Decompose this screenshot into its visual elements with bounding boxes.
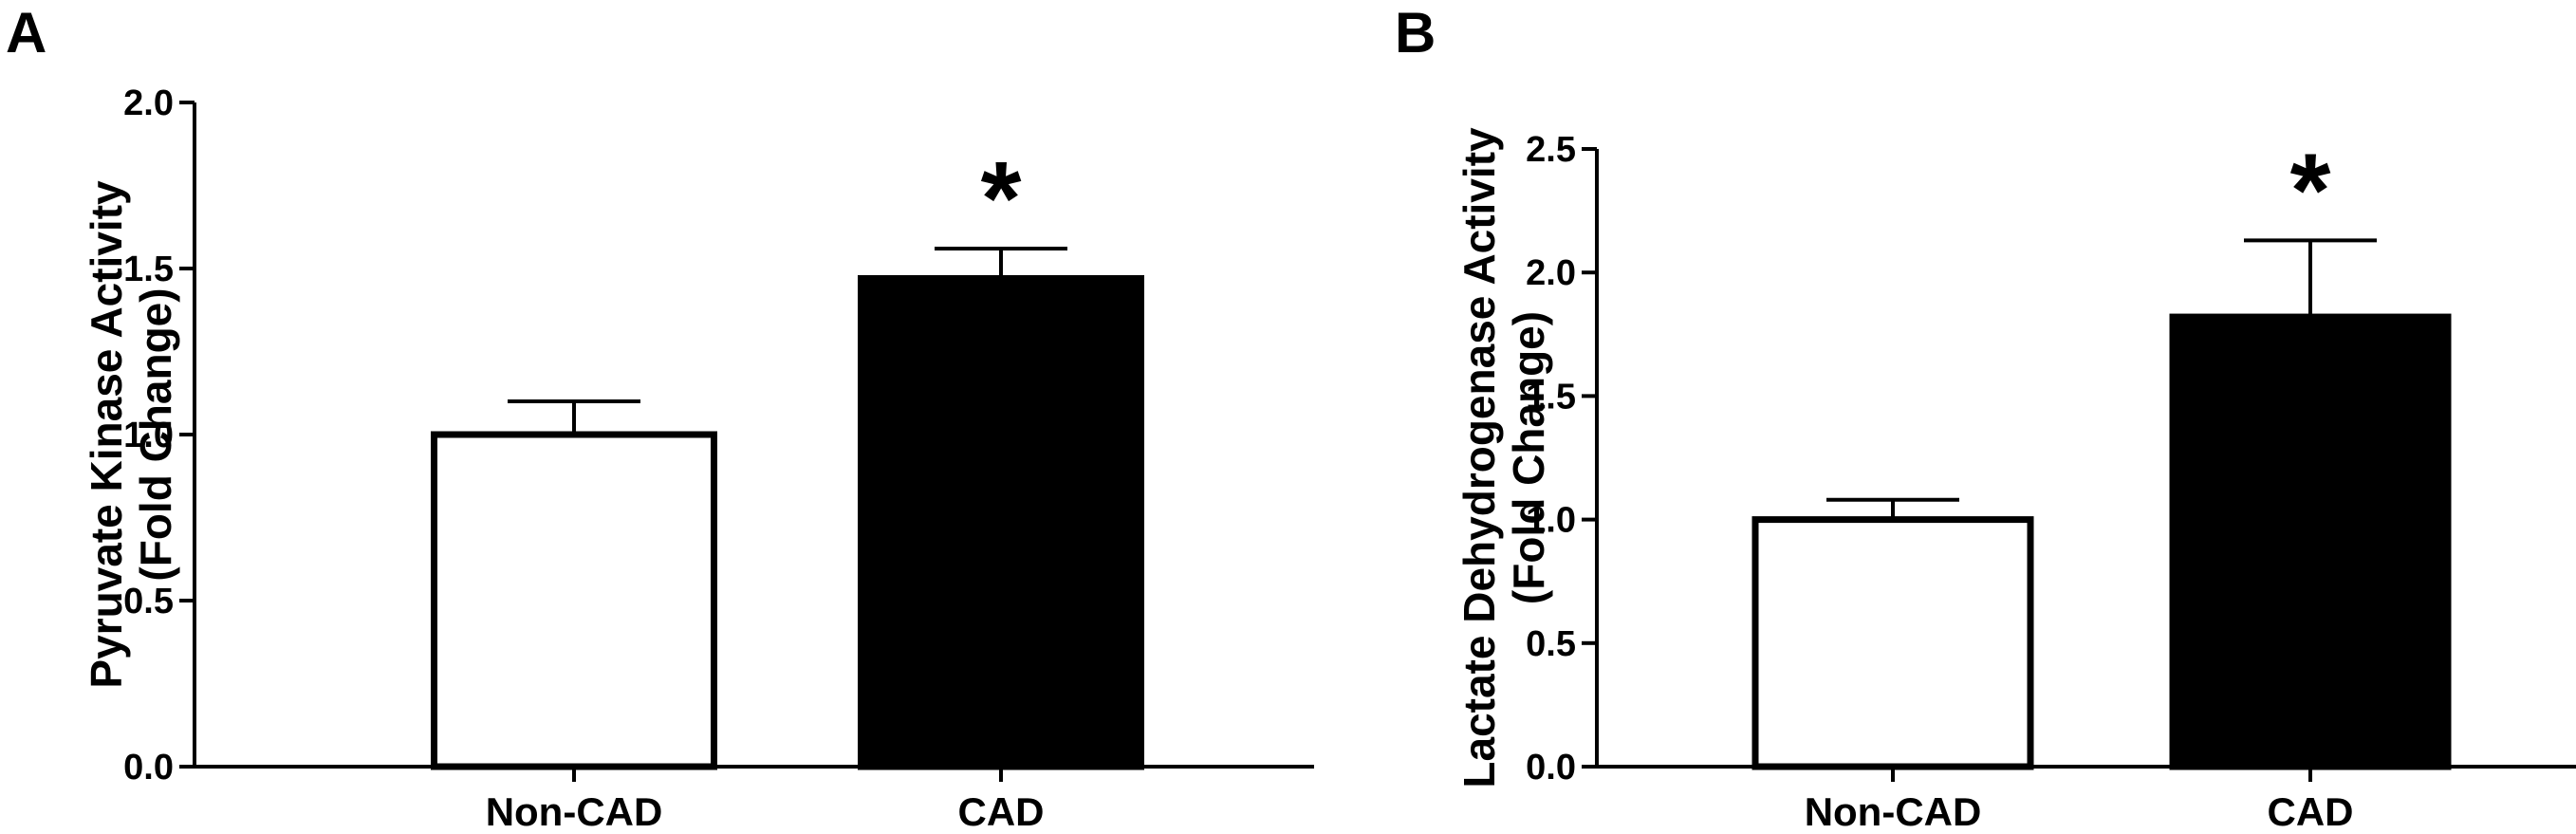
y-tick-label: 1.0	[123, 416, 174, 455]
x-tick-label: Non-CAD	[486, 789, 663, 834]
y-tick-label: 2.0	[123, 83, 174, 123]
x-tick-label: Non-CAD	[1805, 789, 1982, 834]
y-tick-label: 0.0	[1526, 748, 1576, 788]
significance-marker: *	[2290, 132, 2331, 249]
x-tick-label: CAD	[2268, 789, 2354, 834]
y-tick-label: 0.5	[1526, 624, 1576, 664]
significance-marker: *	[981, 140, 1022, 257]
y-tick-label: 2.5	[1526, 130, 1576, 170]
y-tick-label: 2.0	[1526, 253, 1576, 293]
y-tick-label: 1.5	[123, 250, 174, 289]
bar	[431, 431, 717, 770]
y-tick-label: 1.5	[1526, 377, 1576, 417]
y-tick-label: 0.5	[123, 582, 174, 621]
y-axis-title: Lactate Dehydrogenase Activity(Fold Chan…	[1455, 127, 1553, 788]
bar	[1751, 516, 2034, 770]
y-tick-label: 1.0	[1526, 501, 1576, 541]
panel-letter: A	[6, 1, 46, 65]
y-axis-title: Pyruvate Kinase Activity(Fold Change)	[82, 180, 180, 689]
y-axis-title-line: Lactate Dehydrogenase Activity	[1455, 127, 1504, 788]
y-tick-label: 0.0	[123, 748, 174, 788]
bar	[858, 275, 1144, 770]
y-axis-title-line: (Fold Change)	[1504, 311, 1553, 604]
y-axis-title-line: Pyruvate Kinase Activity	[82, 180, 131, 689]
bar	[2169, 313, 2452, 770]
y-axis-title-line: (Fold Change)	[131, 287, 180, 581]
panel-letter: B	[1395, 1, 1436, 65]
chart-panel-a: A 0.0 0.5 1.0 1.5 2.0 Pyruvate Kinase Activity…	[6, 1, 1314, 834]
x-tick-label: CAD	[958, 789, 1045, 834]
